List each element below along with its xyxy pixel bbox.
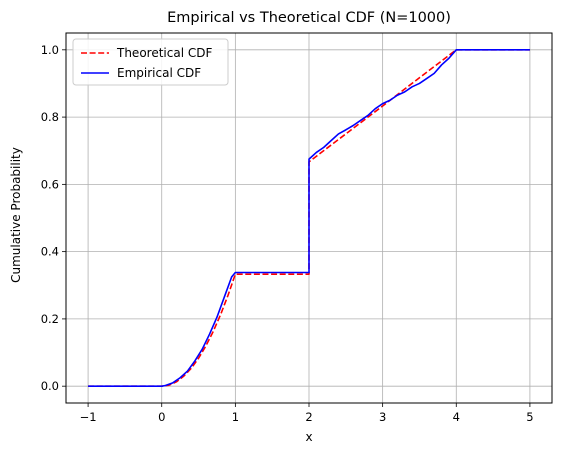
x-tick-label: 3 bbox=[379, 410, 386, 424]
x-tick-label: 0 bbox=[158, 410, 165, 424]
y-tick-label: 0.2 bbox=[41, 312, 59, 326]
x-axis-ticks: −1 0 1 2 3 4 5 bbox=[80, 403, 534, 424]
legend: Theoretical CDF Empirical CDF bbox=[72, 38, 229, 86]
y-tick-label: 0.4 bbox=[41, 245, 59, 259]
y-tick-label: 1.0 bbox=[41, 43, 59, 57]
series-line-theoretical-cdf bbox=[88, 49, 530, 387]
legend-label: Empirical CDF bbox=[117, 66, 201, 80]
x-tick-label: 5 bbox=[526, 410, 533, 424]
y-tick-label: 0.8 bbox=[41, 110, 59, 124]
chart-title: Empirical vs Theoretical CDF (N=1000) bbox=[167, 10, 451, 26]
y-tick-label: 0.0 bbox=[41, 379, 59, 393]
x-tick-label: 2 bbox=[305, 410, 312, 424]
legend-label: Theoretical CDF bbox=[116, 46, 212, 60]
x-tick-label: 4 bbox=[453, 410, 460, 424]
y-tick-label: 0.6 bbox=[41, 177, 59, 191]
legend-box bbox=[72, 38, 229, 86]
y-axis-ticks: 0.0 0.2 0.4 0.6 0.8 1.0 bbox=[41, 43, 66, 393]
x-axis-label: x bbox=[305, 430, 312, 444]
x-tick-label: 1 bbox=[232, 410, 239, 424]
series-layer bbox=[88, 49, 530, 387]
x-tick-label: −1 bbox=[80, 410, 97, 424]
y-axis-label: Cumulative Probability bbox=[9, 147, 23, 283]
series-line-empirical-cdf bbox=[88, 49, 530, 387]
